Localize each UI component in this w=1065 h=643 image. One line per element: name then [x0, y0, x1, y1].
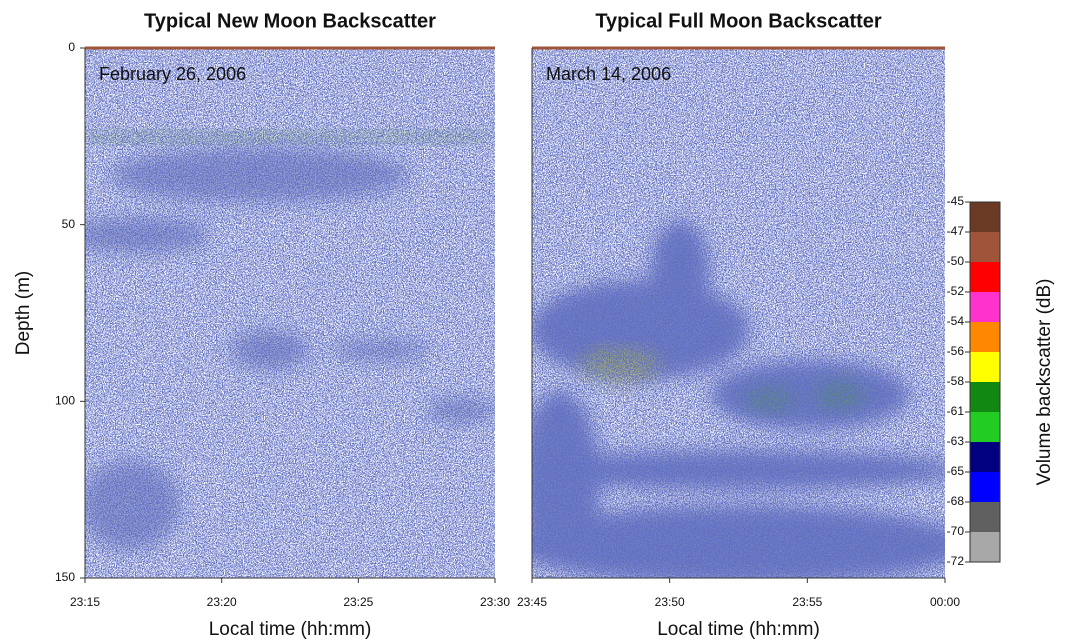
y-axis-label: Depth (m) [13, 271, 34, 355]
colorbar-tick-label: -63 [947, 434, 965, 448]
x-tick-label: 23:25 [343, 595, 373, 609]
y-tick-label: 0 [68, 40, 75, 54]
color-band [970, 292, 1000, 323]
colorbar-tick-label: -50 [947, 254, 965, 268]
x-tick-label: 23:15 [70, 595, 100, 609]
colorbar-label: Volume backscatter (dB) [1034, 279, 1055, 486]
x-tick-label: 23:55 [792, 595, 822, 609]
x-tick-label: 00:00 [930, 595, 960, 609]
colorbar-tick-label: -54 [947, 314, 965, 328]
colorbar-tick-label: -58 [947, 374, 965, 388]
colorbar-tick-label: -68 [947, 494, 965, 508]
echogram-texture [510, 48, 970, 585]
colorbar-tick-label: -56 [947, 344, 965, 358]
color-band [970, 472, 1000, 503]
echogram-texture [70, 48, 495, 578]
annotation: February 26, 2006 [99, 64, 246, 84]
colorbar-tick-label: -72 [947, 554, 965, 568]
figure: Typical New Moon Backscatter February 26,… [0, 0, 1065, 643]
panel-title: Typical Full Moon Backscatter [595, 10, 882, 32]
color-band [970, 232, 1000, 263]
colorbar-tick-label: -70 [947, 524, 965, 538]
colorbar-tick-label: -45 [947, 194, 965, 208]
x-tick-label: 23:50 [655, 595, 685, 609]
color-band [970, 502, 1000, 533]
x-tick-label: 23:45 [517, 595, 547, 609]
panel-title: Typical New Moon Backscatter [144, 10, 436, 32]
y-tick-label: 100 [55, 394, 75, 408]
x-axis-label: Local time (hh:mm) [657, 619, 820, 640]
colorbar-tick-label: -52 [947, 284, 965, 298]
x-axis-label: Local time (hh:mm) [209, 619, 372, 640]
color-band [970, 322, 1000, 353]
colorbar-tick-label: -65 [947, 464, 965, 478]
colorbar-tick-label: -61 [947, 404, 965, 418]
x-tick-label: 23:20 [207, 595, 237, 609]
y-tick-label: 150 [55, 570, 75, 584]
color-band [970, 202, 1000, 233]
color-band [970, 532, 1000, 563]
color-band [970, 382, 1000, 413]
colorbar-tick-label: -47 [947, 224, 965, 238]
color-band [970, 352, 1000, 383]
x-tick-label: 23:30 [480, 595, 510, 609]
y-tick-label: 50 [62, 217, 76, 231]
color-band [970, 412, 1000, 443]
annotation: March 14, 2006 [546, 64, 671, 84]
color-band [970, 442, 1000, 473]
color-band [970, 262, 1000, 293]
